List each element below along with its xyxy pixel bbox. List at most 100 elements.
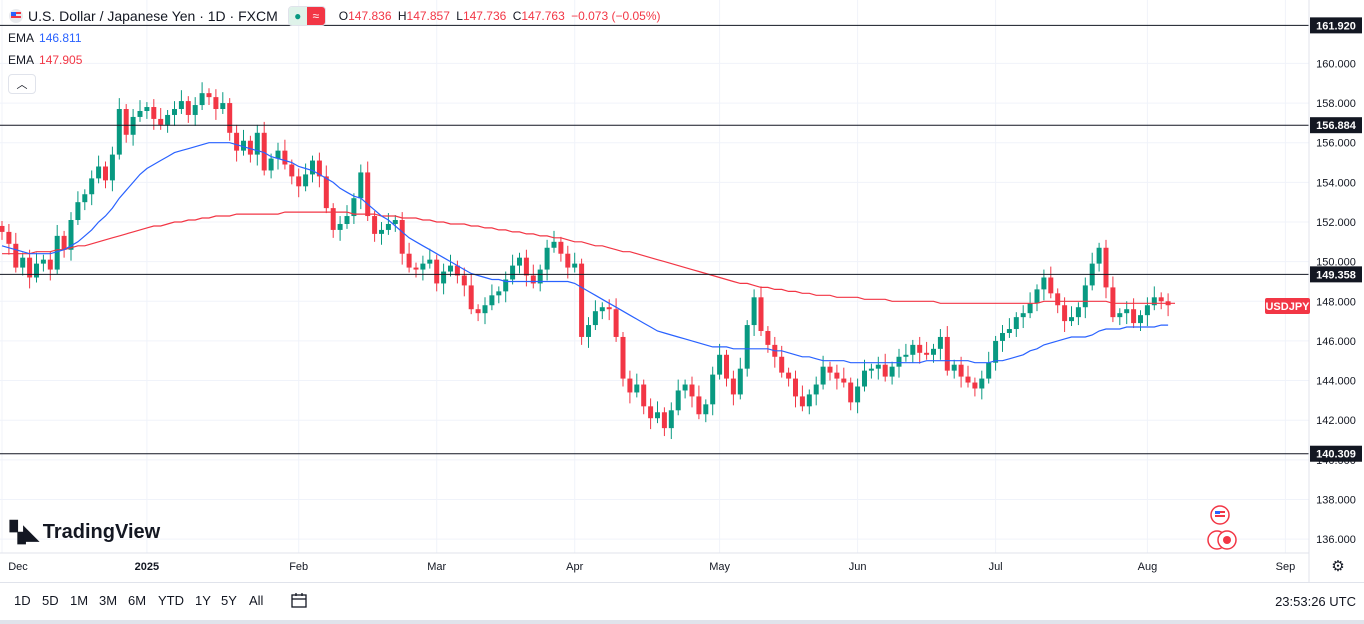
range-1m-button[interactable]: 1M: [70, 593, 89, 608]
candle-body-40: [275, 150, 281, 159]
time-axis[interactable]: Dec 2025 Feb Mar Apr May Jun Jul Aug Sep: [8, 561, 1295, 573]
range-3m-button[interactable]: 3M: [99, 593, 118, 608]
range-1d-button[interactable]: 1D: [14, 593, 31, 608]
candle-body-139: [958, 364, 964, 377]
candle-body-29: [199, 93, 205, 106]
price-chart[interactable]: 136.000138.000140.000142.000144.000146.0…: [0, 0, 1364, 582]
range-6m-button[interactable]: 6M: [128, 593, 147, 608]
settings-gear-icon[interactable]: ⚙: [1331, 558, 1345, 575]
price-tick-3: 142.000: [1316, 415, 1356, 427]
candle-body-84: [579, 263, 585, 337]
candle-body-17: [116, 109, 122, 155]
candle-body-13: [89, 178, 95, 195]
candle-body-76: [523, 257, 529, 276]
us-flag-icon[interactable]: [1210, 505, 1230, 525]
wave-icon: ≈: [306, 7, 325, 25]
candle-body-104: [717, 354, 723, 375]
candle-body-50: [344, 216, 350, 224]
ema-fast-legend[interactable]: EMA 146.811: [8, 31, 82, 45]
time-tick-1: 2025: [135, 561, 159, 573]
candle-body-38: [261, 132, 267, 171]
candle-body-32: [220, 103, 226, 110]
candle-body-45: [310, 160, 315, 175]
range-5d-button[interactable]: 5D: [42, 593, 59, 608]
ema-slow-legend[interactable]: EMA 147.905: [8, 53, 83, 67]
candle-body-60: [413, 267, 419, 270]
candle-body-123: [848, 382, 854, 403]
candle-body-52: [358, 172, 364, 199]
candle-body-132: [910, 344, 916, 355]
candle-body-2: [13, 243, 19, 268]
candle-body-102: [703, 404, 709, 415]
level-label-bg-0: [1310, 17, 1362, 34]
candle-body-31: [213, 97, 219, 110]
candle-body-128: [882, 364, 888, 377]
price-tick-1: 138.000: [1316, 494, 1356, 506]
candle-body-117: [806, 394, 812, 407]
time-tick-0: Dec: [8, 561, 28, 573]
candle-body-108: [744, 325, 750, 369]
candle-body-160: [1103, 247, 1109, 288]
candle-body-80: [551, 241, 557, 248]
candle-body-145: [1000, 332, 1005, 341]
candle-body-95: [655, 412, 660, 419]
candle-body-37: [254, 132, 260, 155]
last-price-symbol: USDJPY: [1265, 301, 1310, 313]
symbol-title[interactable]: U.S. Dollar / Japanese Yen · 1D · FXCM: [28, 8, 278, 24]
candle-body-91: [627, 378, 633, 393]
price-tick-6: 148.000: [1316, 296, 1356, 308]
candle-body-77: [530, 275, 536, 284]
range-1y-button[interactable]: 1Y: [195, 593, 211, 608]
horizontal-levels: [0, 24, 1309, 455]
time-tick-2: Feb: [289, 561, 308, 573]
candle-body-162: [1117, 313, 1123, 318]
candle-body-142: [979, 378, 985, 389]
clock-utc[interactable]: 23:53:26 UTC: [1275, 594, 1356, 609]
candle-body-30: [206, 93, 212, 98]
price-axis[interactable]: 136.000138.000140.000142.000144.000146.0…: [1316, 58, 1356, 546]
candle-body-20: [137, 110, 143, 117]
events-icon[interactable]: [1205, 530, 1239, 550]
tv-logo-icon: ▚◣: [10, 522, 39, 544]
candle-body-48: [330, 208, 336, 230]
candle-body-27: [185, 101, 191, 115]
candle-body-124: [855, 386, 861, 403]
range-5y-button[interactable]: 5Y: [221, 593, 237, 608]
candle-body-62: [427, 259, 433, 264]
candle-body-53: [365, 172, 371, 217]
candle-body-103: [710, 374, 716, 405]
candle-body-5: [34, 263, 39, 278]
candle-body-92: [634, 384, 640, 393]
range-ytd-button[interactable]: YTD: [158, 593, 184, 608]
calendar-range-icon[interactable]: [290, 591, 308, 609]
ohlc-values: O147.836 H147.857 L147.736 C147.763 −0.0…: [338, 9, 661, 23]
level-label-bg-2: [1310, 266, 1362, 283]
candle-body-130: [896, 356, 902, 367]
price-tick-11: 158.000: [1316, 98, 1356, 110]
candle-body-147: [1013, 317, 1019, 330]
candle-body-47: [323, 176, 329, 209]
candle-body-125: [862, 370, 867, 387]
candle-body-89: [613, 309, 619, 337]
collapse-legend-button[interactable]: ︿: [8, 74, 36, 94]
candle-body-157: [1082, 285, 1088, 308]
candle-body-114: [786, 372, 792, 379]
candle-body-94: [648, 406, 654, 419]
candle-body-25: [172, 109, 177, 115]
time-tick-8: Aug: [1138, 561, 1158, 573]
range-all-button[interactable]: All: [249, 593, 264, 608]
candle-body-70: [482, 305, 488, 314]
candle-body-144: [993, 340, 999, 363]
price-axis-bg: [1309, 0, 1364, 582]
candle-body-66: [454, 265, 460, 276]
candle-body-83: [572, 263, 578, 268]
price-tick-9: 154.000: [1316, 177, 1356, 189]
time-tick-7: Jul: [989, 561, 1003, 573]
time-tick-4: Apr: [566, 561, 583, 573]
indicator-badge[interactable]: ● ≈: [287, 6, 326, 26]
level-label-0: 161.920: [1316, 20, 1356, 32]
candle-body-107: [737, 368, 743, 395]
candle-body-9: [61, 235, 67, 250]
candle-body-127: [875, 364, 881, 369]
candle-body-3: [20, 257, 26, 268]
